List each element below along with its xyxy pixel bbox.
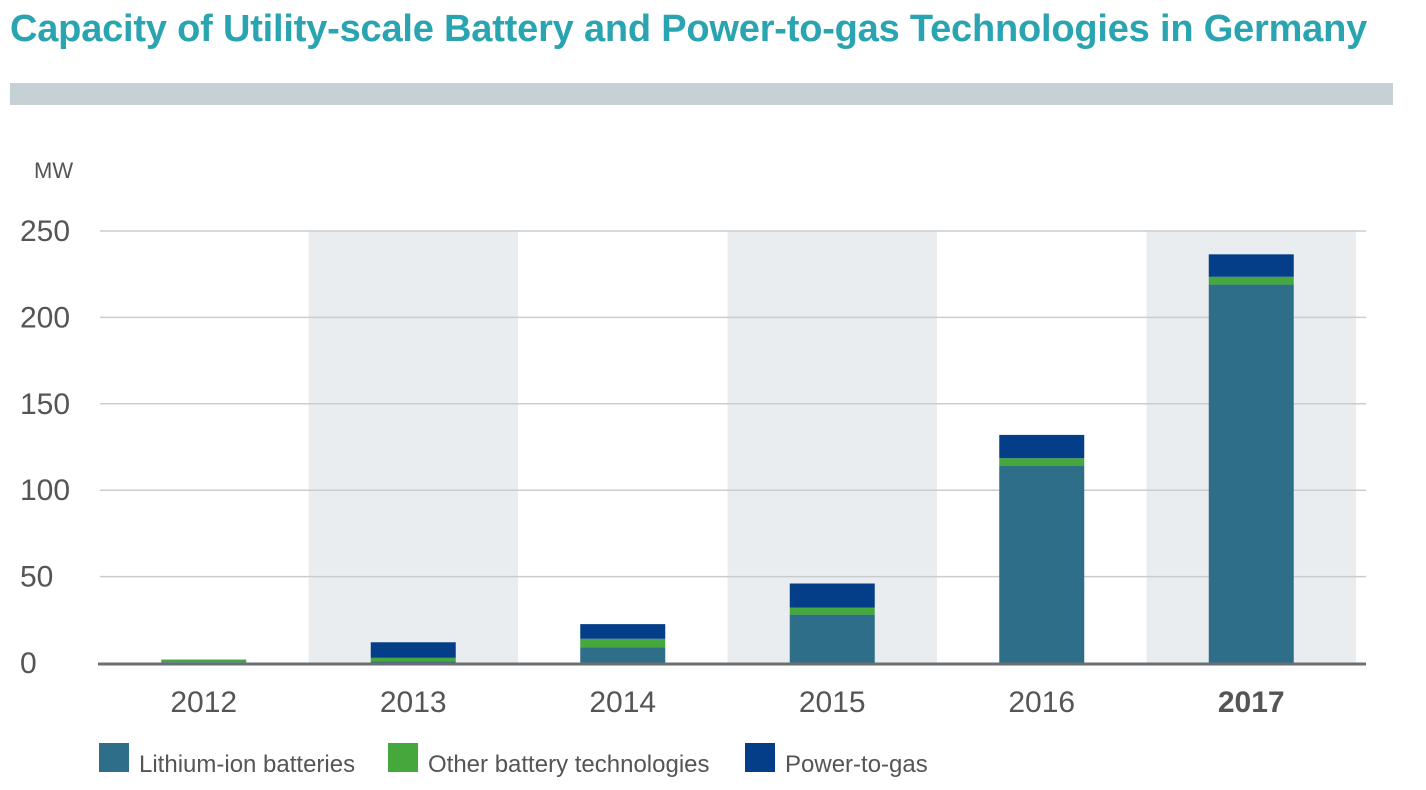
legend-label-other-battery-technologies: Other battery technologies: [428, 751, 710, 778]
y-tick-label-250: 250: [20, 215, 70, 248]
bar-2013-power-to-gas: [370, 642, 456, 658]
bar-2017-lithium-ion-batteries: [1208, 284, 1294, 663]
y-tick-labels: 0 50 100 150 200 250: [20, 215, 70, 680]
y-axis-unit: MW: [34, 158, 73, 183]
bar-2015-power-to-gas: [789, 583, 875, 608]
bar-2012-other-battery-technologies: [161, 659, 247, 663]
legend-label-lithium-ion-batteries: Lithium-ion batteries: [139, 751, 355, 778]
y-tick-label-50: 50: [20, 561, 53, 594]
bars: [161, 254, 1294, 663]
y-tick-label-200: 200: [20, 301, 70, 334]
x-tick-label-2012: 2012: [170, 686, 237, 719]
x-tick-label-2016: 2016: [1008, 686, 1075, 719]
bar-2016-power-to-gas: [999, 434, 1085, 459]
legend-swatch-lithium-ion-batteries: [99, 743, 129, 772]
column-band-2013: [308, 231, 518, 663]
legend-swatch-other-battery-technologies: [388, 743, 418, 772]
legend: Lithium-ion batteries Other battery techn…: [99, 743, 928, 778]
x-tick-label-2017: 2017: [1218, 686, 1285, 719]
bar-2014-power-to-gas: [580, 624, 666, 639]
title-underline-bar: [10, 83, 1393, 105]
y-tick-label-150: 150: [20, 388, 70, 421]
legend-label-power-to-gas: Power-to-gas: [785, 751, 928, 778]
bar-2015-other-battery-technologies: [789, 607, 875, 615]
bar-2015-lithium-ion-batteries: [789, 614, 875, 663]
x-tick-label-2013: 2013: [380, 686, 447, 719]
bar-2014-other-battery-technologies: [580, 638, 666, 648]
bar-2016-lithium-ion-batteries: [999, 466, 1085, 663]
bar-2017-other-battery-technologies: [1208, 276, 1294, 285]
bar-2013-lithium-ion-batteries: [370, 661, 456, 663]
y-tick-label-100: 100: [20, 474, 70, 507]
bar-2013-other-battery-technologies: [370, 657, 456, 662]
bar-2014-lithium-ion-batteries: [580, 647, 666, 663]
x-tick-label-2015: 2015: [799, 686, 866, 719]
bar-2017-power-to-gas: [1208, 254, 1294, 277]
y-tick-label-0: 0: [20, 647, 37, 680]
grid-lines: [100, 230, 1366, 578]
bar-2016-other-battery-technologies: [999, 458, 1085, 467]
chart-title: Capacity of Utility-scale Battery and Po…: [10, 8, 1368, 50]
x-tick-labels: 2012 2013 2014 2015 2016 2017: [170, 686, 1284, 719]
x-tick-label-2014: 2014: [589, 686, 656, 719]
legend-swatch-power-to-gas: [745, 743, 775, 772]
